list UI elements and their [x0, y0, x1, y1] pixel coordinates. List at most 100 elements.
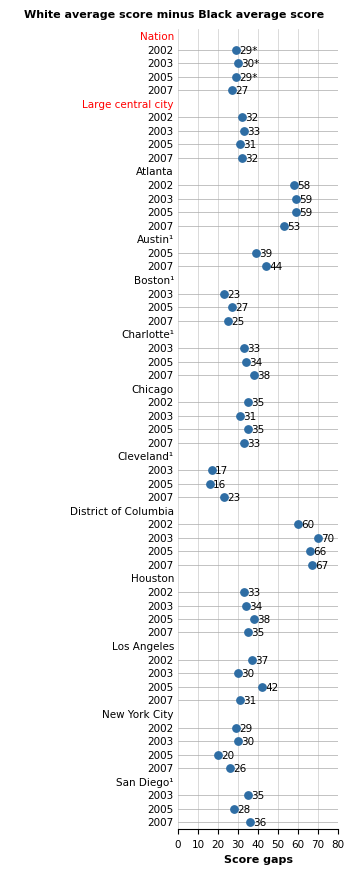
Text: 32: 32 [245, 113, 258, 123]
Text: 2007: 2007 [148, 627, 174, 638]
Point [245, 626, 251, 640]
Text: 35: 35 [251, 425, 264, 434]
Text: 59: 59 [299, 208, 312, 218]
Text: 23: 23 [227, 493, 240, 502]
Text: 2002: 2002 [148, 398, 174, 408]
Text: San Diego¹: San Diego¹ [117, 777, 174, 786]
Point [251, 368, 257, 382]
Point [253, 247, 259, 261]
Text: 2002: 2002 [148, 655, 174, 665]
Text: 53: 53 [287, 222, 300, 231]
Point [245, 423, 251, 437]
Point [293, 206, 299, 220]
Text: 2007: 2007 [148, 818, 174, 827]
Point [235, 57, 241, 71]
Text: Charlotte¹: Charlotte¹ [121, 330, 174, 340]
Text: 2005: 2005 [148, 804, 174, 814]
Point [293, 192, 299, 206]
Text: 28: 28 [237, 804, 250, 814]
Text: Houston: Houston [130, 574, 174, 584]
Text: 2002: 2002 [148, 181, 174, 191]
Text: 29*: 29* [239, 46, 258, 56]
Point [243, 599, 249, 613]
Text: 2005: 2005 [148, 357, 174, 367]
Text: Austin¹: Austin¹ [137, 235, 174, 245]
Text: Boston¹: Boston¹ [134, 275, 174, 286]
Text: 66: 66 [313, 547, 326, 557]
Point [237, 409, 243, 423]
Text: 2002: 2002 [148, 46, 174, 56]
Point [239, 151, 245, 165]
Text: 20: 20 [221, 750, 234, 760]
Text: 2005: 2005 [148, 140, 174, 150]
Text: 17: 17 [215, 466, 228, 475]
Point [233, 721, 239, 735]
Text: 31: 31 [243, 140, 256, 150]
Text: 2003: 2003 [148, 791, 174, 800]
Point [241, 342, 247, 355]
Text: 34: 34 [249, 600, 262, 611]
Text: 70: 70 [321, 534, 334, 543]
Text: 29: 29 [239, 723, 252, 733]
Text: 2007: 2007 [148, 763, 174, 773]
Text: 2003: 2003 [148, 736, 174, 746]
Text: 35: 35 [251, 398, 264, 408]
Point [241, 125, 247, 139]
Text: Nation: Nation [140, 32, 174, 42]
Text: 2007: 2007 [148, 222, 174, 231]
Text: Los Angeles: Los Angeles [112, 641, 174, 652]
Text: Atlanta: Atlanta [136, 167, 174, 177]
Point [215, 747, 221, 761]
Text: 33: 33 [247, 343, 260, 354]
Point [251, 613, 257, 627]
Text: 2003: 2003 [148, 127, 174, 136]
Text: 2007: 2007 [148, 493, 174, 502]
Text: 44: 44 [269, 262, 282, 272]
Point [227, 761, 233, 775]
Text: 32: 32 [245, 154, 258, 163]
Text: 2003: 2003 [148, 411, 174, 421]
Point [259, 680, 265, 694]
Text: 26: 26 [233, 763, 246, 773]
Text: 2005: 2005 [148, 547, 174, 557]
Point [221, 490, 227, 504]
Text: 2002: 2002 [148, 723, 174, 733]
Point [207, 477, 213, 491]
Text: Large central city: Large central city [82, 100, 174, 109]
Text: 2007: 2007 [148, 86, 174, 96]
Text: 33: 33 [247, 587, 260, 598]
Text: 30*: 30* [241, 59, 259, 69]
Point [231, 802, 237, 816]
Point [239, 111, 245, 125]
Text: 42: 42 [265, 682, 278, 692]
Text: 37: 37 [255, 655, 268, 665]
Text: 35: 35 [251, 791, 264, 800]
Point [309, 558, 315, 572]
Point [249, 653, 255, 667]
Text: 2003: 2003 [148, 668, 174, 679]
Point [243, 355, 249, 369]
Text: New York City: New York City [103, 709, 174, 720]
Text: 33: 33 [247, 438, 260, 448]
Text: 2005: 2005 [148, 479, 174, 489]
Text: 27: 27 [235, 86, 248, 96]
Text: District of Columbia: District of Columbia [70, 506, 174, 516]
Point [221, 288, 227, 302]
Point [233, 70, 239, 84]
X-axis label: Score gaps: Score gaps [223, 854, 293, 865]
Text: 16: 16 [213, 479, 226, 489]
Text: 67: 67 [315, 561, 328, 570]
Point [291, 179, 297, 193]
Point [247, 815, 253, 829]
Text: 2007: 2007 [148, 262, 174, 272]
Text: 38: 38 [257, 370, 270, 381]
Text: 39: 39 [259, 249, 272, 259]
Point [281, 219, 287, 233]
Text: Chicago: Chicago [132, 384, 174, 395]
Text: 31: 31 [243, 695, 256, 706]
Point [235, 734, 241, 748]
Text: 2005: 2005 [148, 682, 174, 692]
Text: 2007: 2007 [148, 370, 174, 381]
Point [229, 301, 235, 315]
Text: 2002: 2002 [148, 520, 174, 530]
